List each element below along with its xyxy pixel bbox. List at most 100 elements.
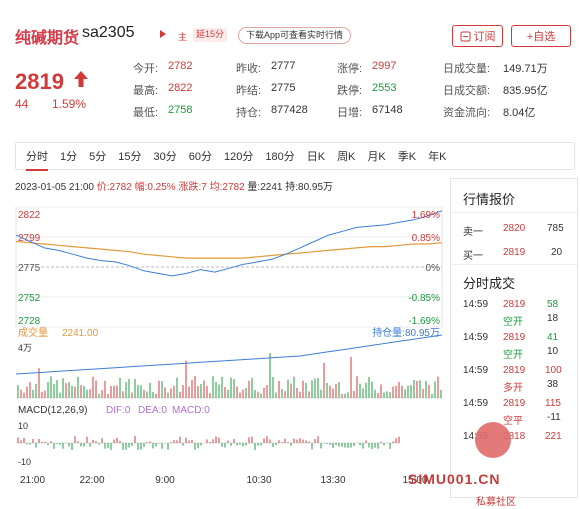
- info-vol: 量:2241: [247, 182, 283, 193]
- tick-time: 14:59: [463, 332, 489, 343]
- tab-quarter[interactable]: 季K: [397, 151, 417, 163]
- price-panel: [15, 210, 443, 277]
- intraday-chart[interactable]: 2822 1.69% 2799 0.85% 2775 0% 2752 -0.85% 2728 -1…: [0, 190, 448, 490]
- tab-5min[interactable]: 5分: [89, 151, 107, 163]
- subscribe-label: 订阅: [473, 31, 496, 43]
- last-price: 2819: [15, 69, 64, 94]
- tick-volume: 100: [545, 365, 562, 376]
- tick-type: 空平: [503, 416, 523, 427]
- stat-value: 2822: [168, 82, 193, 94]
- bookmark-icon: [460, 31, 470, 41]
- watermark-subtext: 私募社区: [476, 497, 516, 508]
- x-tick-label: 22:00: [79, 475, 104, 486]
- main-contract-tag: 主: [178, 32, 188, 42]
- tab-30min[interactable]: 30分: [153, 151, 177, 163]
- tab-15min[interactable]: 15分: [118, 151, 142, 163]
- tick-delta: 10: [547, 346, 559, 357]
- stat-label: 持仓:: [236, 107, 262, 119]
- stat-label: 最低:: [133, 107, 159, 119]
- stat-value: 877428: [271, 104, 308, 116]
- ask-price: 2820: [503, 223, 526, 234]
- tick-delta: 38: [547, 379, 559, 390]
- tick-delta: -11: [547, 412, 561, 423]
- tab-month[interactable]: 月K: [367, 151, 386, 163]
- ask-volume: 785: [547, 223, 564, 234]
- tick-type: 多开: [503, 383, 523, 394]
- stat-value: 2777: [271, 60, 296, 72]
- tick-type: 空开: [503, 317, 523, 328]
- macd-axis-top: 10: [18, 421, 28, 431]
- stat-label: 日成交额:: [443, 85, 491, 97]
- stat-label: 今开:: [133, 63, 159, 75]
- delay-tag: 延15分: [193, 28, 228, 42]
- orderbook-title: 行情报价: [463, 192, 516, 207]
- tab-1min[interactable]: 1分: [60, 151, 78, 163]
- y-right-tick-label: -0.85%: [408, 293, 440, 304]
- divider: [451, 264, 579, 265]
- tick-time: 14:59: [463, 365, 489, 376]
- quote-sidebar: 行情报价 卖一 2820 785 买一 2819 20 分时成交 14:59 2…: [450, 178, 579, 498]
- macd-panel: [17, 436, 400, 450]
- watermark-text: SIMU001.CN: [408, 471, 501, 487]
- bid-label: 买一: [463, 251, 483, 262]
- info-avg: 均:2782: [209, 182, 245, 193]
- tick-volume: 221: [545, 431, 562, 442]
- chart-grid: [15, 206, 443, 444]
- product-title: 纯碱期货: [15, 30, 80, 47]
- stat-value: 67148: [372, 104, 403, 116]
- y-tick-label: 2728: [18, 316, 41, 327]
- tick-delta: 18: [547, 313, 559, 324]
- stat-value: 2758: [168, 104, 193, 116]
- stat-value: 835.95亿: [503, 85, 548, 97]
- tick-price: 2819: [503, 332, 526, 343]
- stat-label: 涨停:: [337, 63, 363, 75]
- tab-week[interactable]: 周K: [337, 151, 356, 163]
- tick-price: 2818: [503, 431, 526, 442]
- stat-label: 日成交量:: [443, 63, 491, 75]
- macd-value: MACD:0: [172, 405, 210, 416]
- price-change: 44: [15, 97, 29, 111]
- stat-label: 昨收:: [236, 63, 262, 75]
- info-oi: 持:80.95万: [285, 182, 334, 193]
- subscribe-button[interactable]: 订阅: [452, 25, 503, 47]
- add-watchlist-button[interactable]: +自选: [511, 25, 571, 47]
- stat-label: 日增:: [337, 107, 363, 119]
- download-app-link[interactable]: 下载App可查看实时行情: [238, 27, 352, 44]
- stat-value: 2553: [372, 82, 397, 94]
- tab-60min[interactable]: 60分: [188, 151, 212, 163]
- tick-volume: 115: [545, 398, 561, 409]
- quote-header: 纯碱期货 sa2305 主 延15分 下载App可查看实时行情 订阅 +自选: [0, 0, 580, 60]
- y-right-tick-label: 0%: [426, 263, 441, 274]
- watermark-logo-icon: [475, 422, 511, 458]
- tick-price: 2819: [503, 398, 526, 409]
- tab-day[interactable]: 日K: [306, 151, 326, 163]
- x-tick-label: 13:30: [320, 475, 345, 486]
- stat-label: 昨结:: [236, 85, 262, 97]
- volume-axis-label: 4万: [18, 343, 32, 353]
- tab-intraday[interactable]: 分时: [26, 148, 48, 171]
- macd-dea: DEA:0: [138, 405, 167, 416]
- tick-volume: 41: [547, 332, 559, 343]
- y-right-tick-label: 1.69%: [412, 210, 440, 221]
- stat-value: 2782: [168, 60, 193, 72]
- x-tick-label: 10:30: [246, 475, 271, 486]
- play-icon[interactable]: [160, 30, 166, 38]
- stat-label: 最高:: [133, 85, 159, 97]
- period-tabs: 分时 1分 5分 15分 30分 60分 120分 180分 日K 周K 月K …: [15, 142, 575, 171]
- tick-price: 2819: [503, 365, 526, 376]
- tab-180min[interactable]: 180分: [265, 151, 295, 163]
- info-updown: 涨跌:7: [178, 182, 207, 193]
- tab-year[interactable]: 年K: [428, 151, 447, 163]
- tick-volume: 58: [547, 299, 559, 310]
- stat-label: 资金流向:: [443, 107, 491, 119]
- y-right-tick-label: 0.85%: [412, 233, 440, 244]
- x-tick-label: 15:00: [402, 475, 427, 486]
- info-amp: 幅:0.25%: [134, 182, 176, 193]
- oi-label: 持仓量:80.95万: [372, 326, 440, 339]
- info-price: 价:2782: [96, 182, 132, 193]
- stat-value: 149.71万: [503, 63, 548, 75]
- tab-120min[interactable]: 120分: [224, 151, 254, 163]
- stat-value: 2997: [372, 60, 397, 72]
- info-time: 2023-01-05 21:00: [15, 182, 94, 193]
- y-tick-label: 2775: [18, 263, 41, 274]
